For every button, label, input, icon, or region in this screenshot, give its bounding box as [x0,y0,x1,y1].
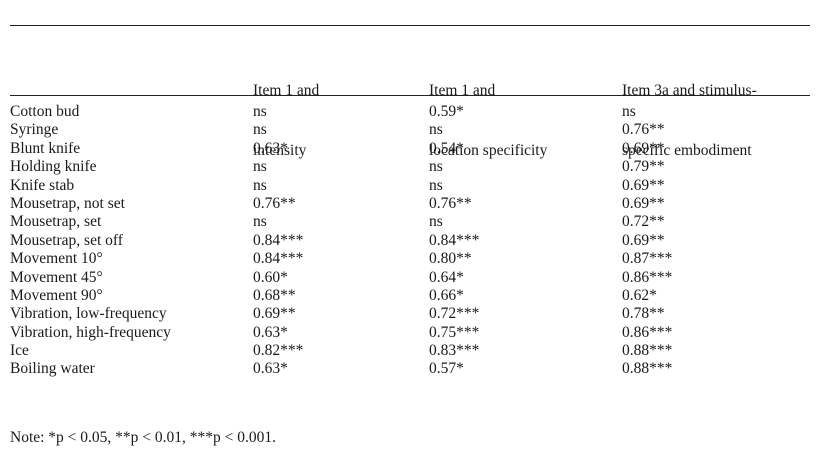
column-header-line: Item 1 and [253,82,320,99]
cell-value: ns [429,213,443,231]
table-row: Mousetrap, not set 0.76** 0.76** 0.69** [10,195,810,213]
table-row: Movement 90° 0.68** 0.66* 0.62* [10,287,810,305]
cell-value: 0.72** [622,213,665,231]
row-label: Mousetrap, set off [10,231,123,249]
table-body: Cotton bud ns 0.59* ns Syringe ns ns 0.76** Blun… [10,103,810,379]
cell-value: ns [429,121,443,139]
row-label: Holding knife [10,158,97,176]
cell-value: 0.88*** [622,342,673,360]
cell-value: ns [429,176,443,194]
cell-value: 0.76** [429,194,472,212]
column-header-item1-intensity: Item 1 and intensity [253,41,319,201]
row-label: Boiling water [10,360,95,378]
cell-value: 0.59* [429,103,464,120]
table-top-rule [10,25,810,26]
table-row: Mousetrap, set off 0.84*** 0.84*** 0.69** [10,232,810,250]
table-row: Mousetrap, set ns ns 0.72** [10,213,810,231]
table-row: Vibration, low-frequency 0.69** 0.72*** 0.7… [10,305,810,323]
row-label: Mousetrap, not set [10,194,125,212]
cell-value: 0.69** [622,176,665,194]
cell-value: 0.69** [622,194,665,212]
cell-value: 0.66* [429,286,464,304]
cell-value: 0.82*** [253,342,304,360]
cell-value: 0.76** [253,194,296,212]
row-label: Movement 10° [10,250,103,268]
row-label: Cotton bud [10,103,80,120]
column-header-line: intensity [253,142,307,159]
row-label: Syringe [10,121,59,139]
cell-value: 0.75*** [429,323,480,341]
table-header-rule [10,95,810,96]
table-row: Syringe ns ns 0.76** [10,121,810,139]
table-row: Holding knife ns ns 0.79** [10,158,810,176]
table-row: Vibration, high-frequency 0.63* 0.75*** 0.8… [10,324,810,342]
cell-value: 0.84*** [253,231,304,249]
cell-value: 0.63* [253,139,288,157]
table-note: Note: *p < 0.05, **p < 0.01, ***p < 0.00… [10,429,277,446]
cell-value: ns [622,103,636,120]
column-header-line: specific embodiment [622,142,752,159]
cell-value: ns [253,158,267,176]
cell-value: 0.63* [253,360,288,378]
row-label: Knife stab [10,176,75,194]
cell-value: 0.60* [253,268,288,286]
cell-value: 0.63* [253,323,288,341]
table-row: Cotton bud ns 0.59* ns [10,103,810,121]
row-label: Vibration, low-frequency [10,305,167,323]
cell-value: 0.88*** [622,360,673,378]
cell-value: 0.87*** [622,250,673,268]
cell-value: 0.54* [429,139,464,157]
cell-value: 0.86*** [622,323,673,341]
row-label: Movement 90° [10,286,103,304]
cell-value: 0.76** [622,121,665,139]
cell-value: 0.64* [429,268,464,286]
cell-value: ns [253,121,267,139]
column-header-item3a-embodiment: Item 3a and stimulus- specific embodimen… [622,41,757,201]
cell-value: 0.79** [622,158,665,176]
row-label: Ice [10,342,29,360]
column-header-line: location specificity [429,142,548,159]
cell-value: 0.69** [622,139,665,157]
cell-value: 0.72*** [429,305,480,323]
cell-value: 0.84*** [429,231,480,249]
cell-value: 0.84*** [253,250,304,268]
cell-value: 0.57* [429,360,464,378]
column-header-line: Item 3a and stimulus- [622,82,757,99]
cell-value: 0.69** [622,231,665,249]
row-label: Vibration, high-frequency [10,323,171,341]
row-label: Mousetrap, set [10,213,102,231]
cell-value: ns [429,158,443,176]
cell-value: 0.86*** [622,268,673,286]
table-row: Blunt knife 0.63* 0.54* 0.69** [10,140,810,158]
table-row: Knife stab ns ns 0.69** [10,177,810,195]
column-header-line: Item 1 and [429,82,496,99]
cell-value: 0.68** [253,286,296,304]
cell-value: 0.78** [622,305,665,323]
table-row: Ice 0.82*** 0.83*** 0.88*** [10,342,810,360]
cell-value: ns [253,103,267,120]
cell-value: 0.69** [253,305,296,323]
table-row: Boiling water 0.63* 0.57* 0.88*** [10,360,810,378]
table-row: Movement 45° 0.60* 0.64* 0.86*** [10,269,810,287]
cell-value: 0.80** [429,250,472,268]
table-row: Movement 10° 0.84*** 0.80** 0.87*** [10,250,810,268]
row-label: Movement 45° [10,268,103,286]
cell-value: 0.83*** [429,342,480,360]
cell-value: 0.62* [622,286,657,304]
row-label: Blunt knife [10,139,81,157]
column-header-item1-location: Item 1 and location specificity [429,41,547,201]
cell-value: ns [253,176,267,194]
cell-value: ns [253,213,267,231]
